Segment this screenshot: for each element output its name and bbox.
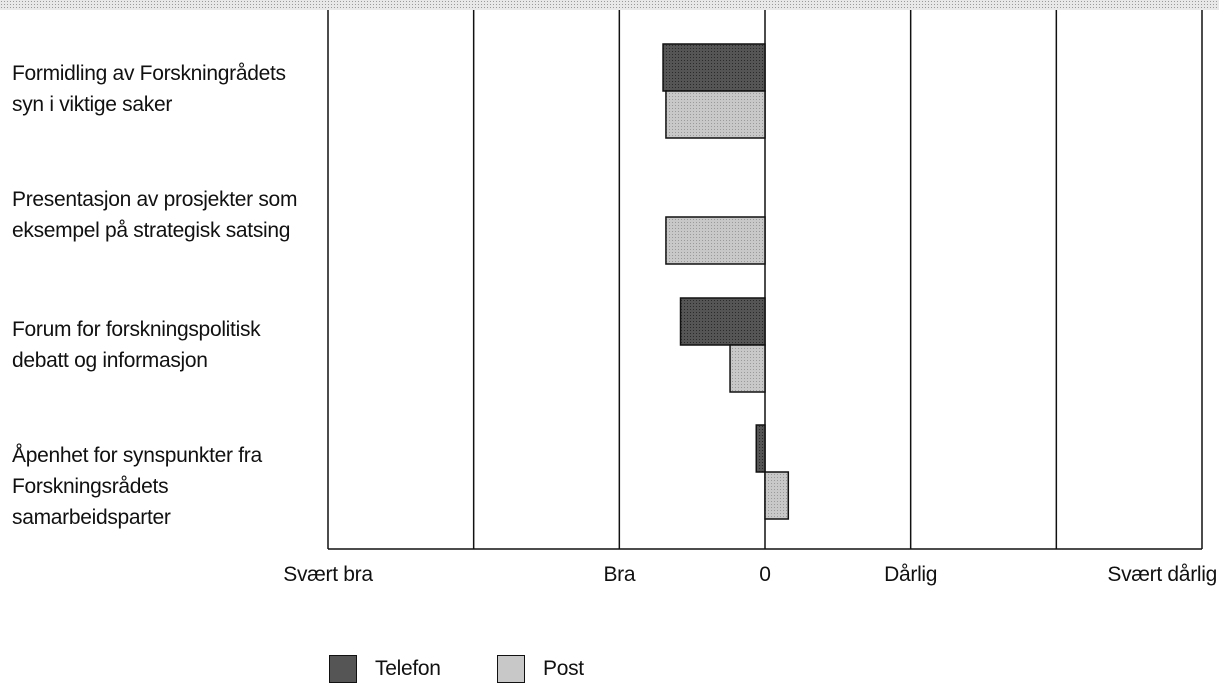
bar-telefon-2 [679, 297, 766, 346]
category-label-0: Formidling av Forskningrådets syn i vikt… [12, 62, 286, 116]
tick-label-4: Svært dårlig [1107, 563, 1217, 586]
legend-label-post: Post [543, 657, 584, 680]
top-texture-band [0, 0, 1219, 10]
bar-telefon-3 [755, 424, 766, 473]
tick-label-2: 0 [759, 563, 771, 586]
bar-post-2 [729, 344, 766, 393]
legend-swatch-post [497, 655, 525, 683]
legend-label-telefon: Telefon [375, 657, 441, 680]
tick-label-0: Svært bra [283, 563, 373, 586]
legend-item-telefon: Telefon [329, 655, 441, 683]
legend-item-post: Post [497, 655, 584, 683]
bar-post-1 [665, 216, 766, 265]
tick-label-3: Dårlig [884, 563, 938, 586]
bar-telefon-0 [662, 43, 766, 92]
category-label-1: Presentasjon av prosjekter som eksempel … [12, 188, 298, 242]
bar-post-0 [665, 90, 766, 139]
category-label-3: Åpenhet for synspunkter fra Forskningsrå… [12, 444, 262, 529]
tick-label-1: Bra [603, 563, 636, 586]
category-label-2: Forum for forskningspolitisk debatt og i… [12, 318, 261, 372]
legend-swatch-telefon [329, 655, 357, 683]
bar-post-3 [764, 471, 790, 520]
